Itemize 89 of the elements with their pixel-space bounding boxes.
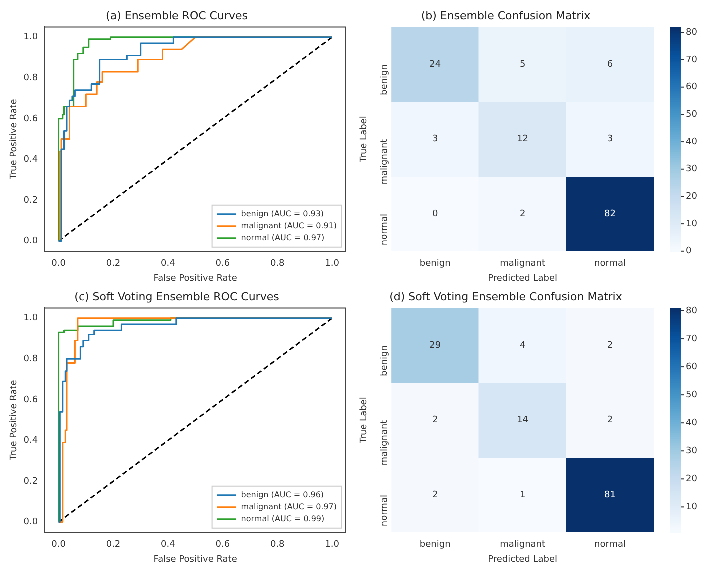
data-label: 14 <box>517 416 529 426</box>
y-tick-label: malignant <box>380 420 390 466</box>
y-axis-title: True Label <box>360 116 370 164</box>
data-label: 24 <box>430 60 442 70</box>
legend-label: malignant (AUC = 0.97) <box>241 502 338 512</box>
color-bar-label: 60 <box>686 82 698 93</box>
data-label: 2 <box>432 416 438 426</box>
data-label: 2 <box>520 209 526 220</box>
color-bar-label: 30 <box>686 164 698 175</box>
y-tick-label: 1.0 <box>24 314 38 324</box>
data-label: 4 <box>520 340 526 351</box>
x-tick-label: 0.0 <box>52 540 66 550</box>
x-tick-label: 0.0 <box>52 259 66 270</box>
x-tick-label: 1.0 <box>325 540 340 550</box>
x-tick-label: 0.4 <box>161 259 176 270</box>
x-tick-label: malignant <box>500 540 546 550</box>
y-tick-label: benign <box>380 64 390 96</box>
y-tick-label: benign <box>380 346 390 376</box>
data-label: 3 <box>432 134 438 145</box>
color-bar-label: 20 <box>686 474 698 484</box>
y-axis-title: True Positive Rate <box>10 380 20 462</box>
x-axis-title: False Positive Rate <box>154 554 238 565</box>
data-label: 81 <box>604 490 616 500</box>
legend-label: normal (AUC = 0.97) <box>241 233 325 242</box>
data-label: 1 <box>520 490 526 500</box>
y-tick-label: 0.2 <box>24 476 38 487</box>
color-bar-label: 50 <box>686 390 698 400</box>
x-tick-label: malignant <box>500 259 546 270</box>
x-tick-label: 0.6 <box>216 259 230 270</box>
x-tick-label: 0.8 <box>270 540 286 550</box>
x-tick-label: 1.0 <box>325 259 340 270</box>
x-axis-title: False Positive Rate <box>154 274 238 284</box>
y-tick-label: normal <box>380 214 390 246</box>
x-tick-label: benign <box>420 259 451 270</box>
data-label: 82 <box>604 209 616 220</box>
y-axis-title: True Label <box>360 397 370 444</box>
y-tick-label: 0.6 <box>24 114 38 124</box>
data-label: 2 <box>607 340 614 351</box>
color-bar-label: 80 <box>686 28 698 38</box>
chart-title: (a) Ensemble ROC Curves <box>106 9 248 22</box>
data-label: 5 <box>520 60 526 70</box>
y-tick-label: malignant <box>380 138 390 185</box>
legend-label: normal (AUC = 0.99) <box>241 514 325 524</box>
x-tick-label: normal <box>594 540 626 550</box>
color-bar-label: 40 <box>686 418 698 428</box>
color-bar-label: 20 <box>686 192 698 202</box>
data-label: 2 <box>607 416 614 426</box>
color-bar-label: 10 <box>686 219 698 230</box>
x-tick-label: benign <box>420 540 451 550</box>
x-tick-label: 0.8 <box>270 259 286 270</box>
y-tick-label: normal <box>380 495 390 527</box>
data-label: 12 <box>517 134 529 145</box>
chart-title: (b) Ensemble Confusion Matrix <box>421 9 592 22</box>
color-bar-label: 80 <box>686 306 698 316</box>
color-bar-label: 70 <box>686 55 698 66</box>
y-tick-label: 0.6 <box>24 395 38 406</box>
y-tick-label: 0.2 <box>24 196 38 206</box>
color-bar-label: 10 <box>686 502 698 513</box>
x-tick-label: 0.4 <box>161 540 176 550</box>
x-tick-label: normal <box>594 259 626 270</box>
color-bar-label: 30 <box>686 446 698 456</box>
y-tick-label: 0.0 <box>24 236 38 247</box>
chart-title: (d) Soft Voting Ensemble Confusion Matrix <box>390 290 623 304</box>
data-label: 2 <box>432 490 438 500</box>
y-tick-label: 1.0 <box>24 32 38 43</box>
color-bar-label: 70 <box>686 334 698 344</box>
color-bar-label: 0 <box>686 246 692 257</box>
color-bar-label: 50 <box>686 110 698 120</box>
y-axis-title: True Positive Rate <box>10 98 20 180</box>
data-label: 3 <box>607 134 614 145</box>
legend-label: benign (AUC = 0.93) <box>241 209 324 218</box>
data-label: 0 <box>432 209 438 220</box>
x-tick-label: 0.6 <box>216 540 230 550</box>
data-label: 29 <box>430 340 442 351</box>
data-label: 6 <box>607 60 614 70</box>
y-tick-label: 0.8 <box>24 74 38 84</box>
x-axis-title: Predicted Label <box>488 274 558 284</box>
legend-label: benign (AUC = 0.96) <box>241 490 324 500</box>
chart-title: (c) Soft Voting Ensemble ROC Curves <box>74 290 280 304</box>
y-tick-label: 0.4 <box>24 436 38 446</box>
y-tick-label: 0.4 <box>24 155 38 166</box>
x-tick-label: 0.2 <box>106 540 121 550</box>
color-bar-label: 40 <box>686 137 698 148</box>
y-tick-label: 0.0 <box>24 518 38 528</box>
y-tick-label: 0.8 <box>24 354 38 364</box>
color-bar-label: 60 <box>686 362 698 372</box>
legend-label: malignant (AUC = 0.91) <box>241 221 338 230</box>
x-tick-label: 0.2 <box>106 259 121 270</box>
x-axis-title: Predicted Label <box>488 554 558 565</box>
